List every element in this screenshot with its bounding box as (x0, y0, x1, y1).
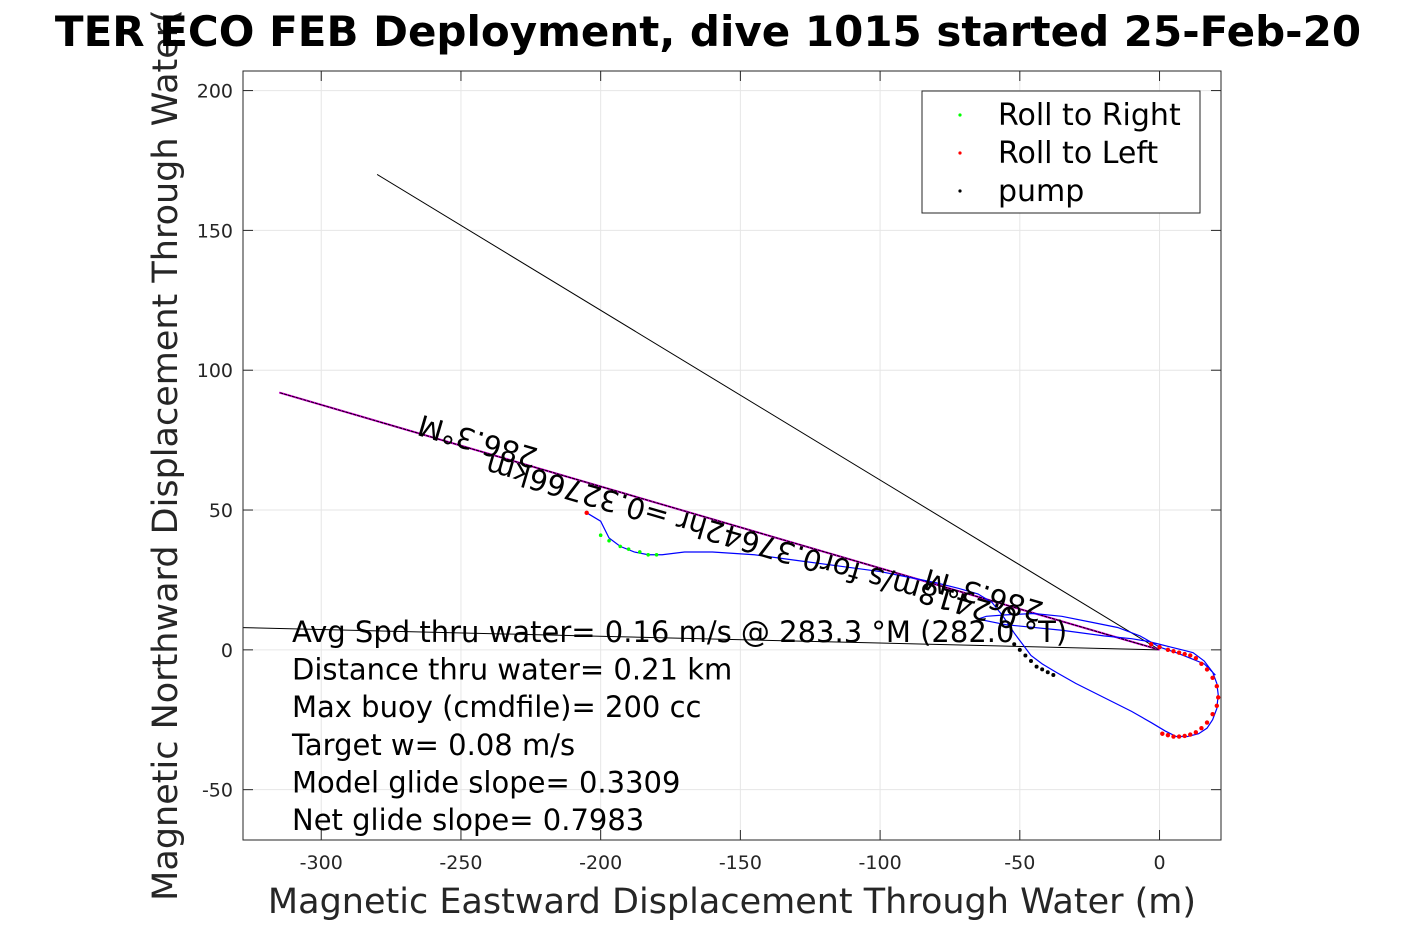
roll-left-point (1176, 650, 1182, 655)
markers-group (584, 510, 1221, 739)
chart-title: TER ECO FEB Deployment, dive 1015 starte… (55, 7, 1361, 56)
heading-dotted-line (279, 391, 1160, 651)
roll-left-point (1210, 675, 1215, 681)
roll-left-point (1182, 733, 1187, 739)
roll-left-point (584, 510, 589, 516)
x-tick-label: -150 (719, 852, 762, 874)
x-tick-label: -50 (1004, 852, 1035, 874)
legend-label-pump: pump (998, 174, 1084, 209)
reference-lines (243, 174, 1160, 651)
roll-left-point (1176, 734, 1182, 739)
roll-left-point (1182, 651, 1187, 657)
legend-label-roll-right: Roll to Right (998, 98, 1181, 133)
legend-box (921, 90, 1201, 214)
roll-right-point (618, 544, 623, 549)
roll-left-point (1204, 720, 1210, 725)
annotation-line: Max buoy (cmdfile)= 200 cc (292, 690, 701, 724)
annotation-line: Avg Spd thru water= 0.16 m/s @ 283.3 °M … (292, 615, 1067, 649)
roll-left-point (1193, 730, 1199, 735)
x-tick-label: -200 (579, 852, 622, 874)
roll-left-point (1188, 732, 1193, 737)
roll-left-point (1214, 684, 1220, 689)
pump-point (1023, 653, 1028, 658)
x-tick-label: -250 (439, 852, 482, 874)
roll-left-point (1199, 661, 1204, 667)
legend-marker-roll-left (958, 151, 962, 155)
roll-right-point (598, 533, 603, 537)
roll-left-point (1165, 647, 1171, 653)
roll-left-point (1148, 642, 1154, 647)
roll-left-point (1214, 703, 1220, 708)
annotation-line: Net glide slope= 0.7983 (292, 803, 644, 837)
x-tick-label: -100 (859, 852, 902, 874)
roll-left-point (1165, 732, 1171, 738)
annotation-block: Avg Spd thru water= 0.16 m/s @ 283.3 °M … (291, 615, 1067, 837)
legend-marker-roll-right (958, 113, 962, 117)
roll-left-point (1171, 649, 1176, 654)
roll-left-point (1204, 667, 1210, 672)
roll-left-point (1188, 653, 1193, 658)
roll-left-point (1171, 734, 1176, 739)
y-tick-label: 0 (221, 640, 233, 662)
pump-point (1051, 673, 1056, 678)
reference-line (376, 174, 1160, 651)
x-axis-label: Magnetic Eastward Displacement Through W… (268, 882, 1196, 922)
axis-ticks: -300 -250 -200 -150 -100 -50 0 -50 0 50 100 150 200 (197, 71, 1221, 874)
reference-line (243, 627, 1160, 651)
roll-left-point (1157, 644, 1162, 650)
pump-point (1045, 670, 1050, 675)
series-group (586, 512, 1219, 738)
y-tick-label: -50 (202, 780, 233, 802)
annotation-line: Model glide slope= 0.3309 (292, 765, 680, 799)
roll-left-point (1199, 725, 1204, 731)
legend-label-roll-left: Roll to Left (998, 136, 1158, 171)
pump-point (1012, 642, 1017, 647)
annotation-line: Distance thru water= 0.21 km (292, 653, 732, 687)
roll-right-point (654, 552, 659, 557)
roll-left-point (1160, 731, 1165, 736)
y-tick-label: 150 (197, 220, 233, 242)
roll-right-point (646, 552, 650, 557)
series-line-track (586, 512, 1219, 738)
pump-point (1028, 659, 1033, 664)
y-tick-label: 200 (197, 81, 233, 103)
x-tick-label: 0 (1153, 852, 1165, 874)
pump-point (1017, 647, 1022, 652)
y-tick-label: 50 (209, 500, 233, 522)
pump-point (1034, 664, 1039, 669)
legend-marker-pump (958, 189, 962, 193)
roll-left-point (1210, 711, 1215, 717)
y-axis-label: Magnetic Northward Displacement Through … (146, 9, 186, 901)
roll-right-point (637, 550, 642, 554)
roll-right-point (607, 538, 611, 543)
legend: Roll to Right Roll to Left pump (921, 90, 1201, 214)
roll-left-point (1216, 695, 1221, 700)
roll-right-point (626, 547, 631, 551)
x-tick-label: -300 (300, 852, 343, 874)
annotation-line: Target w= 0.08 m/s (291, 728, 575, 762)
roll-left-point (1193, 656, 1199, 661)
pump-point (1040, 667, 1045, 672)
plot-frame (242, 70, 1222, 841)
y-tick-label: 100 (197, 360, 233, 382)
